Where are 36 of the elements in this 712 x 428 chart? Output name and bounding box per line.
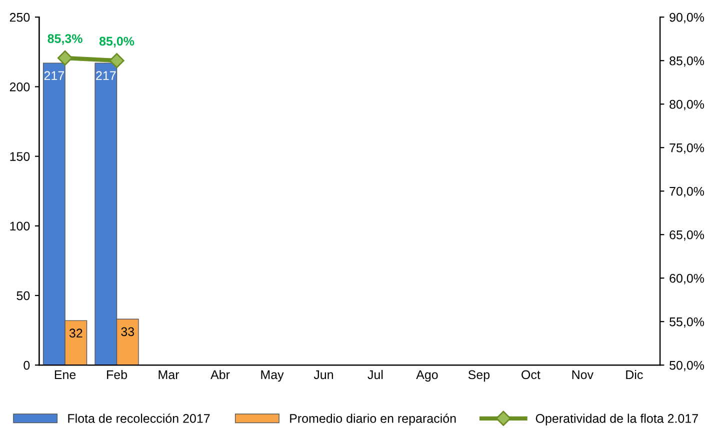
y-tick-label: 150 — [10, 152, 30, 161]
data-label: 85,3% — [48, 34, 82, 45]
y2-tick-label: 75,0% — [670, 143, 704, 154]
data-label: 33 — [121, 327, 134, 336]
y-tick-label: 100 — [10, 222, 30, 231]
x-tick-label: Nov — [572, 370, 594, 380]
data-label: 217 — [44, 71, 64, 80]
legend-label: Flota de recolección 2017 — [68, 414, 210, 423]
x-tick-label: Dic — [626, 370, 643, 380]
data-label: 85,0% — [99, 36, 134, 48]
y2-tick-label: 65,0% — [670, 230, 704, 241]
x-tick-label: Oct — [522, 370, 540, 380]
y2-tick-label: 50,0% — [670, 360, 704, 372]
y-tick-label: 0 — [24, 360, 30, 370]
y2-tick-label: 90,0% — [670, 12, 704, 24]
x-tick-label: May — [261, 370, 284, 382]
data-label: 32 — [69, 328, 82, 338]
legend-label: Promedio diario en reparación — [290, 414, 456, 426]
y2-tick-label: 55,0% — [670, 317, 704, 328]
x-tick-label: Ene — [54, 370, 76, 380]
data-label: 217 — [96, 71, 116, 80]
y-tick-label: 200 — [10, 82, 30, 92]
y-tick-label: 250 — [10, 12, 30, 22]
x-tick-label: Feb — [107, 370, 128, 380]
y2-tick-label: 60,0% — [670, 274, 704, 284]
x-tick-label: Sep — [468, 370, 490, 382]
x-tick-label: Jun — [314, 370, 333, 380]
y2-tick-label: 85,0% — [670, 56, 704, 67]
y2-tick-label: 80,0% — [670, 100, 704, 110]
x-tick-label: Jul — [368, 370, 383, 380]
y-tick-label: 50 — [16, 291, 30, 300]
x-tick-label: Abr — [210, 370, 230, 380]
x-tick-label: Ago — [416, 370, 438, 382]
y2-tick-label: 70,0% — [670, 186, 704, 198]
x-tick-label: Mar — [158, 370, 180, 380]
legend-label: Operatividad de la flota 2.017 — [536, 414, 698, 426]
